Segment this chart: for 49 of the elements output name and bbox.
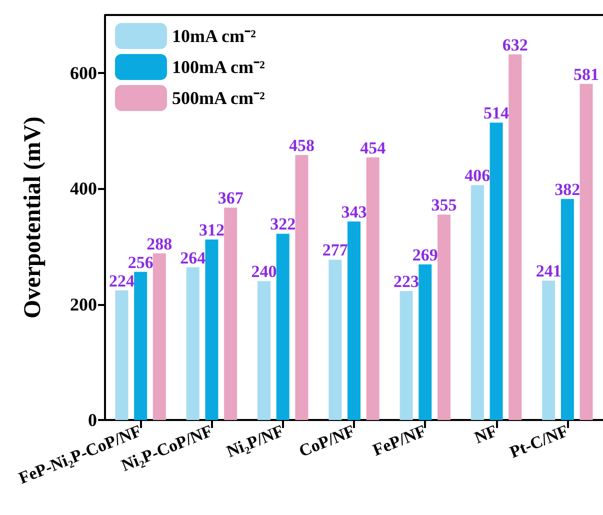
bar xyxy=(205,239,218,420)
data-label: 269 xyxy=(412,245,438,264)
bar xyxy=(115,290,128,420)
data-label: 514 xyxy=(484,104,510,123)
y-tick-label: 0 xyxy=(88,410,97,430)
bar xyxy=(258,281,271,420)
data-label: 312 xyxy=(198,220,224,240)
data-label: 454 xyxy=(360,138,386,158)
bar xyxy=(295,155,308,420)
data-label: 240 xyxy=(251,262,277,282)
bar xyxy=(276,234,290,420)
bar xyxy=(186,267,200,420)
legend-label: 500mA cm⁻² xyxy=(172,88,265,108)
data-label: 277 xyxy=(322,240,348,260)
bar xyxy=(134,272,148,420)
bar xyxy=(508,54,522,420)
y-axis-title: Overpotential (mV) xyxy=(20,116,46,318)
bar xyxy=(348,222,360,420)
data-label: 632 xyxy=(502,35,528,54)
bar xyxy=(490,122,503,420)
data-label: 458 xyxy=(288,136,314,156)
bar xyxy=(470,185,484,420)
y-tick-label: 400 xyxy=(70,178,97,199)
data-label: 581 xyxy=(574,64,600,84)
bar xyxy=(418,264,432,420)
y-tick-label: 200 xyxy=(70,294,97,314)
data-label: 343 xyxy=(341,202,367,222)
data-label: 241 xyxy=(536,262,562,281)
legend-label: 10mA cm⁻² xyxy=(172,26,256,46)
data-label: 355 xyxy=(431,196,457,215)
bar xyxy=(224,208,238,420)
bar xyxy=(366,157,380,420)
data-label: 322 xyxy=(270,214,296,234)
bar xyxy=(580,84,593,420)
bar xyxy=(328,260,342,420)
data-label: 367 xyxy=(218,188,244,208)
data-label: 406 xyxy=(464,166,490,186)
bar xyxy=(400,290,413,420)
y-tick-label: 600 xyxy=(70,62,97,83)
data-label: 223 xyxy=(394,272,420,291)
legend-label: 100mA cm⁻² xyxy=(172,57,265,77)
x-tick-label: NF xyxy=(472,421,500,448)
data-label: 288 xyxy=(146,234,172,254)
bar xyxy=(437,214,450,420)
bar xyxy=(542,280,556,420)
bar xyxy=(560,198,574,420)
data-label: 382 xyxy=(554,180,580,199)
bar xyxy=(152,253,166,420)
data-label: 256 xyxy=(128,252,154,272)
